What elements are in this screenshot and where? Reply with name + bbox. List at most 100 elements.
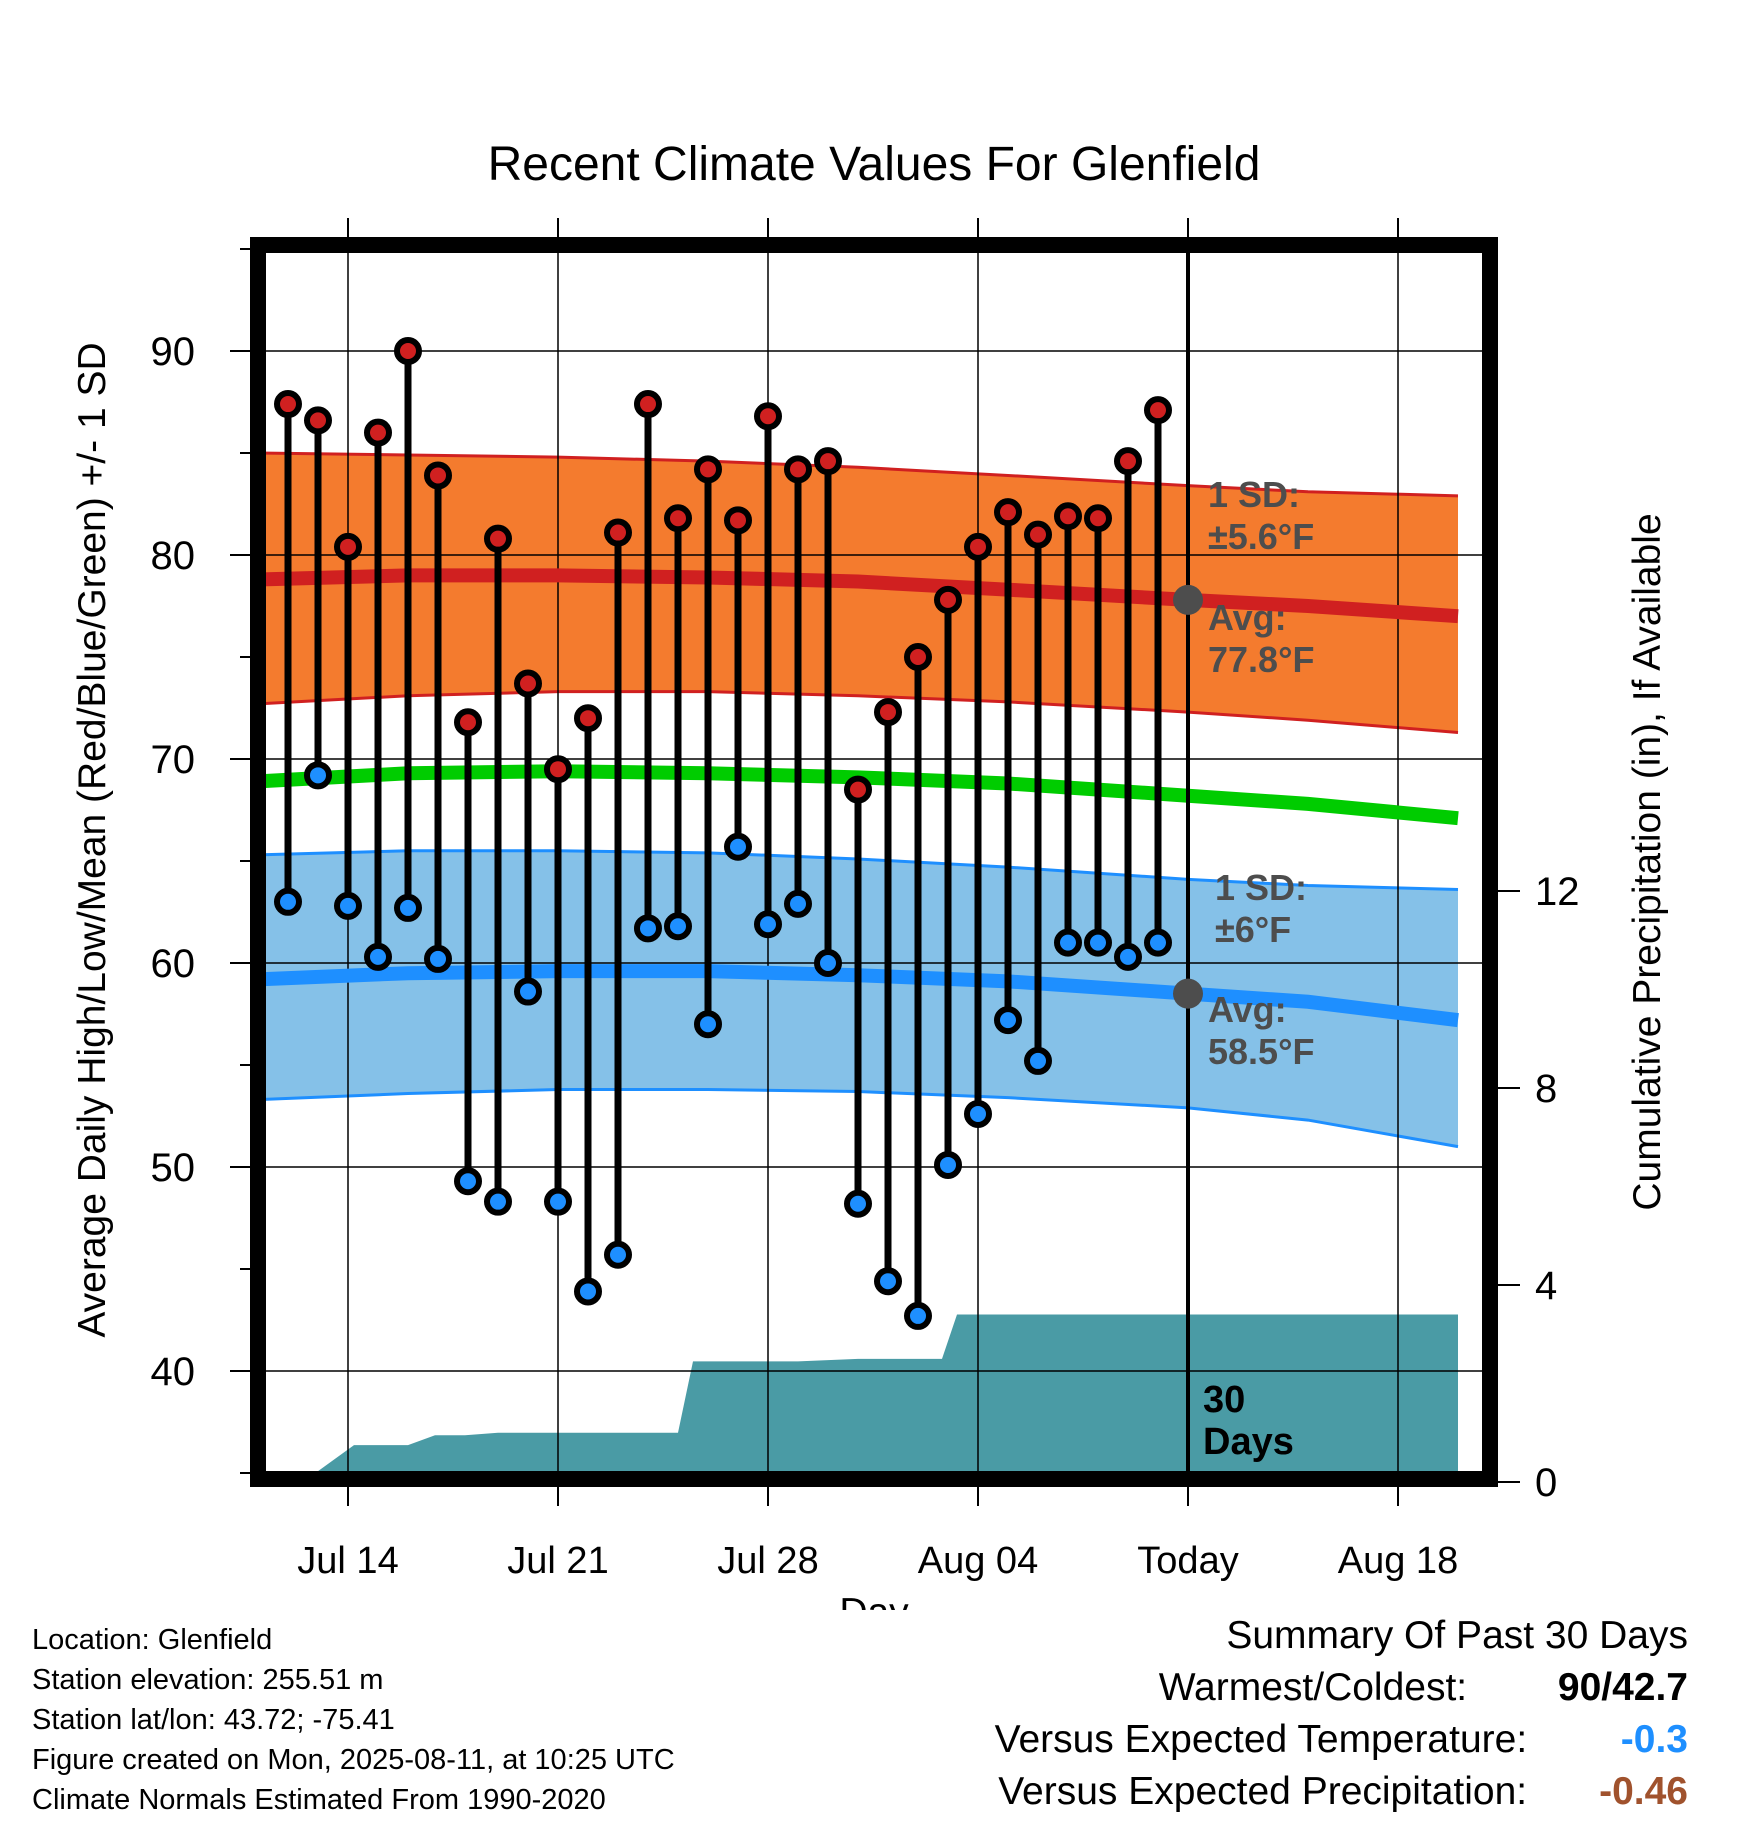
high-marker (934, 585, 962, 614)
high-marker (634, 390, 662, 419)
y-tick-label: 70 (151, 738, 196, 782)
y-tick-label: 90 (151, 330, 196, 374)
high-marker (904, 643, 932, 671)
high-marker (604, 518, 632, 547)
y-tick-label: 40 (151, 1350, 196, 1394)
normals-text: Climate Normals Estimated From 1990-2020 (32, 1784, 606, 1816)
location-text: Location: Glenfield (32, 1624, 273, 1656)
high-marker (304, 406, 332, 435)
high-marker (694, 455, 722, 484)
precip-area (307, 1314, 1458, 1479)
low-marker (1084, 928, 1112, 957)
temp-departure-label: Versus Expected Temperature: (994, 1718, 1528, 1761)
high-marker (334, 532, 362, 561)
low-marker (874, 1267, 902, 1296)
low-marker (934, 1150, 962, 1179)
low-marker (1054, 928, 1082, 957)
low-marker (724, 832, 752, 861)
plot-frame (250, 237, 1498, 1487)
high-marker (994, 498, 1022, 527)
summary-warmest-row: Warmest/Coldest: 90/42.7 (995, 1662, 1688, 1714)
low-marker (694, 1010, 722, 1039)
high-marker (664, 504, 692, 533)
high-marker (1054, 502, 1082, 531)
high-marker (964, 532, 992, 561)
low-marker (1114, 942, 1142, 971)
y2-tick-label: 8 (1535, 1067, 1557, 1111)
y2-tick-label: 0 (1535, 1461, 1557, 1505)
y-tick-label: 50 (151, 1146, 196, 1190)
low-marker (814, 949, 842, 977)
elevation-text: Station elevation: 255.51 m (32, 1664, 384, 1696)
y-tick-label: 80 (151, 534, 196, 578)
low-sd-annotation: 1 SD: ±6°F (1215, 867, 1307, 950)
summary-precip-row: Versus Expected Precipitation: -0.46 (995, 1766, 1688, 1818)
low-avg-annotation: Avg: 58.5°F (1208, 989, 1314, 1072)
high-marker (724, 506, 752, 535)
high-marker (1084, 504, 1112, 533)
low-marker (304, 761, 332, 790)
high-marker (424, 461, 452, 490)
high-marker (544, 755, 572, 784)
temp-departure-value: -0.3 (1620, 1718, 1688, 1761)
high-marker (364, 418, 392, 447)
low-marker (604, 1240, 632, 1269)
low-marker (784, 889, 812, 918)
y2-axis-label: Cumulative Precipitation (in), If Availa… (1626, 513, 1669, 1210)
high-marker (574, 704, 602, 733)
y2-tick-label: 12 (1535, 870, 1580, 914)
low-marker (904, 1301, 932, 1330)
x-axis-label: Day (839, 1591, 909, 1610)
y-axis-label: Average Daily High/Low/Mean (Red/Blue/Gr… (71, 342, 114, 1337)
low-marker (484, 1187, 512, 1216)
latlon-text: Station lat/lon: 43.72; -75.41 (32, 1704, 395, 1736)
warmest-value: 90/42.7 (1557, 1666, 1688, 1709)
precip-departure-label: Versus Expected Precipitation: (998, 1770, 1528, 1813)
low-marker (274, 887, 302, 916)
high-marker (454, 708, 482, 737)
low-marker (394, 893, 422, 922)
high-avg-annotation: Avg: 77.8°F (1208, 597, 1314, 680)
high-marker (1024, 520, 1052, 549)
high-marker (754, 402, 782, 431)
high-marker (274, 390, 302, 419)
axes: Jul 14 Jul 21 Jul 28 Aug 04 Today Aug 1840506… (151, 218, 1580, 1582)
low-marker (754, 910, 782, 939)
x-tick-label: Jul 14 (297, 1540, 398, 1582)
high-sd-upper-line (258, 451, 1459, 498)
low-marker (574, 1277, 602, 1306)
low-marker (844, 1189, 872, 1218)
high-marker (484, 524, 512, 553)
plot-area: 1 SD: ±5.6°F Avg: 77.8°F 1 SD: ±6°F Avg: 58.5°F… (258, 245, 1490, 1479)
low-marker (454, 1167, 482, 1196)
high-avg-marker (1173, 584, 1203, 615)
precip-departure-value: -0.46 (1599, 1770, 1688, 1813)
high-marker (1114, 447, 1142, 476)
chart-title: Recent Climate Values For Glenfield (488, 138, 1261, 191)
x-tick-label: Jul 21 (507, 1540, 608, 1582)
low-marker (994, 1006, 1022, 1035)
low-marker (424, 944, 452, 973)
climate-chart: Recent Climate Values For Glenfield 1 SD… (71, 138, 1669, 1610)
low-marker (1024, 1046, 1052, 1075)
high-marker (814, 447, 842, 476)
summary-temp-row: Versus Expected Temperature: -0.3 (995, 1714, 1688, 1766)
y-tick-label: 60 (151, 942, 196, 986)
summary-title: Summary Of Past 30 Days (1226, 1614, 1688, 1657)
low-marker (664, 912, 692, 941)
y2-tick-label: 4 (1535, 1264, 1557, 1308)
x-tick-label: Jul 28 (717, 1540, 818, 1582)
low-marker (334, 891, 362, 920)
low-marker (544, 1187, 572, 1216)
station-info: Location: Glenfield Station elevation: 2… (32, 1620, 675, 1820)
low-marker (964, 1099, 992, 1128)
low-marker (634, 914, 662, 943)
high-marker (784, 455, 812, 484)
high-marker (394, 337, 422, 365)
high-marker (844, 775, 872, 804)
summary-panel: Summary Of Past 30 Days Warmest/Coldest:… (995, 1610, 1688, 1818)
x-tick-label: Aug 04 (918, 1540, 1038, 1582)
high-marker (874, 698, 902, 727)
high-normal-line (258, 568, 1459, 624)
high-sd-lower-line (258, 690, 1459, 734)
